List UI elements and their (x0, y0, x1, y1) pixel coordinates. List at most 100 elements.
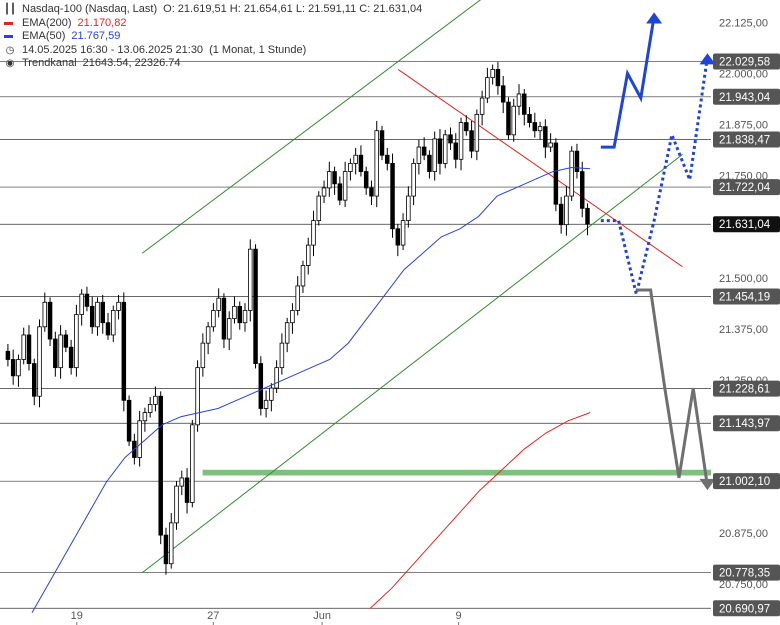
candle-body (295, 285, 300, 311)
candle-body (290, 310, 295, 324)
legend-ema50-value: 21.767,59 (71, 30, 121, 42)
candle-body (311, 220, 316, 246)
price-tag-label: 21.631,04 (719, 219, 771, 231)
candle-body (47, 301, 53, 340)
candle-body (327, 171, 332, 189)
price-tag-label: 21.143,97 (719, 418, 770, 430)
legend-period-note: (1 Monat, 1 Stunde) (209, 43, 307, 56)
candle-body (74, 314, 79, 369)
price-tag (713, 88, 780, 105)
bull-alt-arrow-head (699, 53, 716, 65)
candle-body (558, 203, 564, 226)
price-tag-label: 20.690,97 (719, 603, 770, 615)
price-tag (713, 473, 780, 490)
candle-body (406, 195, 411, 221)
candle-body (348, 162, 353, 172)
candle-body (111, 310, 116, 336)
candle-body (458, 122, 464, 160)
candle-body (89, 305, 95, 328)
trend-channel-upper (141, 0, 482, 254)
candle-body (574, 150, 580, 172)
candle-body (448, 134, 453, 144)
price-tag (713, 564, 780, 581)
candle-body (253, 248, 258, 364)
y-tick-label: 20.875,00 (719, 528, 768, 540)
candle-body (221, 297, 227, 340)
candle-body (174, 485, 179, 524)
y-tick-label: 22.125,00 (719, 17, 768, 29)
candle-body (16, 359, 21, 377)
candle-body (274, 367, 279, 389)
bull-scenario-line (600, 16, 656, 149)
candle-body (79, 293, 84, 315)
candle-body (506, 101, 511, 136)
legend-instrument-row: ┃┃ Nasdaq-100 (Nasdaq, Last) O: 21.619,5… (4, 3, 422, 17)
candle-body (68, 346, 74, 369)
candle-body (395, 228, 401, 246)
candle-body (126, 399, 132, 442)
candle-body (569, 150, 574, 197)
target-icon: ◉ (5, 58, 15, 69)
price-tag-label: 21.722,04 (719, 182, 771, 194)
legend-instrument: Nasdaq-100 (Nasdaq, Last) (22, 3, 158, 15)
legend-period: 14.05.2025 16:30 - 13.06.2025 21:30 (22, 43, 204, 56)
candle-body (321, 187, 327, 197)
legend-ema200-value: 21.170,82 (77, 16, 127, 29)
candle-body (95, 301, 100, 328)
legend-period-row: ◷ 14.05.2025 16:30 - 13.06.2025 21:30 (1… (4, 44, 422, 58)
candle-body (5, 350, 11, 360)
candle-body (142, 412, 148, 422)
candle-body (427, 154, 432, 172)
candle-body (400, 220, 406, 246)
candle-body (105, 322, 111, 336)
candle-body (532, 122, 538, 132)
support-band (202, 469, 711, 476)
candle-body (179, 477, 185, 487)
candle-body (421, 146, 427, 156)
price-tag-label: 21.454,19 (719, 291, 770, 303)
x-tick-label: 27 (207, 610, 219, 622)
candle-body (522, 93, 527, 115)
candle-body (121, 301, 127, 401)
price-tag (713, 179, 780, 196)
candle-body (490, 69, 495, 79)
legend-ema50-label: EMA(50) (22, 30, 66, 42)
candle-body (337, 183, 343, 201)
candle-body (21, 334, 26, 360)
y-tick-label: 21.500,00 (719, 273, 768, 285)
candle-body (284, 322, 290, 344)
ema50-line (31, 166, 591, 613)
candle-body (416, 146, 422, 164)
bull-alt-scenario-line (600, 56, 709, 295)
candle-body (553, 142, 559, 205)
candle-body (84, 293, 90, 307)
candle-body (195, 367, 200, 426)
candle-body (485, 77, 490, 99)
ema200-line (369, 412, 591, 610)
ema50-swatch (4, 35, 13, 39)
candle-body (316, 195, 322, 221)
price-tag (713, 415, 780, 432)
candle-body (258, 363, 264, 409)
candle-body (32, 363, 37, 397)
candle-body (226, 318, 232, 340)
bear-scenario-line (636, 288, 709, 487)
candle-body (184, 477, 190, 503)
x-tick-label: 19 (71, 610, 83, 622)
bull-arrow-head (646, 12, 663, 24)
legend-ema200-row: EMA(200) 21.170,82 (4, 17, 422, 31)
legend-ohlc: O: 21.619,51 H: 21.654,61 L: 21.591,11 C… (163, 3, 423, 15)
candle-body (26, 334, 32, 364)
legend-trend-values: 21643.54, 22326.74 (82, 57, 181, 69)
price-tag (713, 131, 780, 148)
candle-body (332, 171, 337, 185)
candle-body (579, 171, 585, 209)
candle-body (269, 387, 274, 401)
candle-body (548, 142, 553, 148)
candle-body (305, 244, 311, 266)
candle-body (263, 399, 269, 409)
candle-body (453, 142, 459, 160)
price-tag (713, 380, 780, 397)
candle-body (432, 138, 437, 172)
candle-body (100, 301, 105, 324)
